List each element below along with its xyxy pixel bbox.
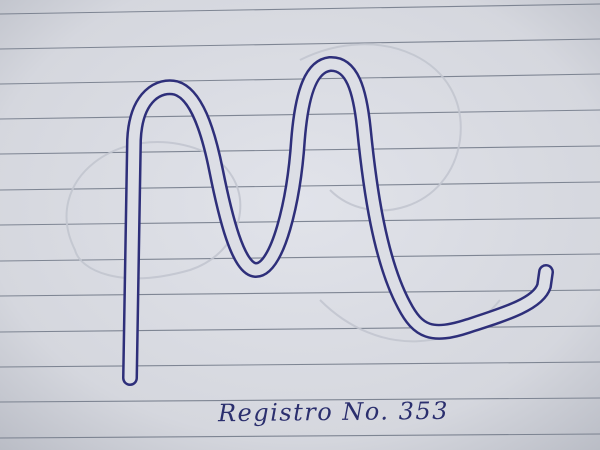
ruled-line [0, 433, 600, 439]
ruled-line [0, 361, 600, 368]
ruled-line [0, 73, 600, 85]
registro-caption: Registro No. 353 [217, 396, 450, 428]
ml-monogram-drawing [122, 56, 554, 386]
ruled-line [0, 38, 600, 50]
ruled-line [0, 325, 600, 333]
ruled-line [0, 3, 600, 15]
monogram-inner-fill [124, 58, 552, 384]
ruled-line [0, 217, 600, 226]
ruled-line [0, 397, 600, 403]
ruled-line [0, 289, 600, 297]
ruled-line [0, 253, 600, 262]
